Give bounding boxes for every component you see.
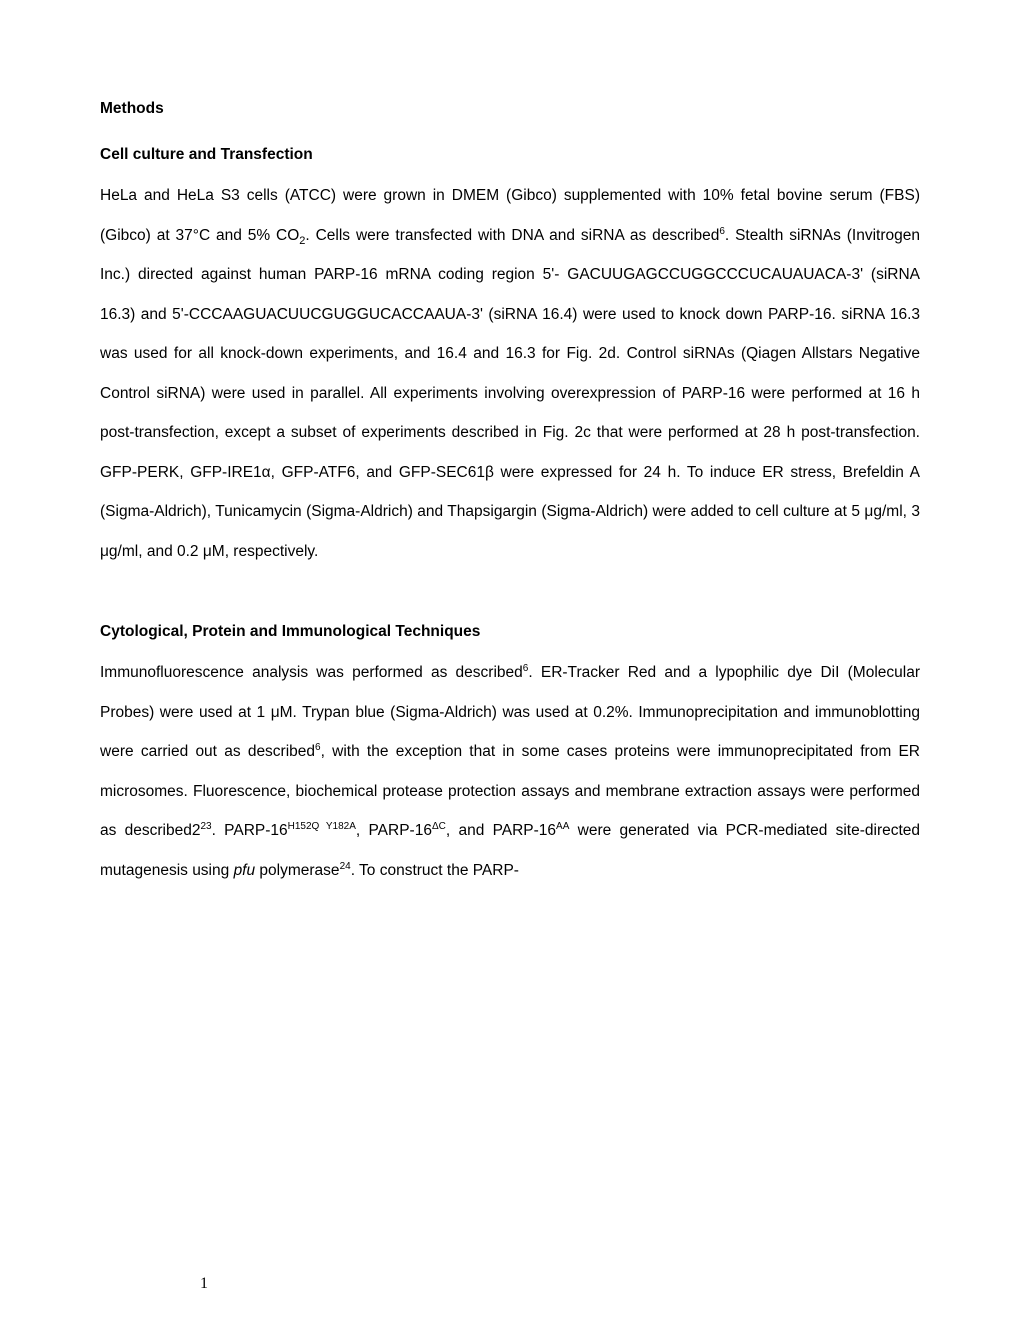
superscript-mutation: H152Q Y182A xyxy=(288,821,356,832)
superscript-mutation: AA xyxy=(556,821,569,832)
superscript-citation: 23 xyxy=(200,821,211,832)
page-container: Methods Cell culture and Transfection He… xyxy=(0,0,1020,962)
section2-body: Immunofluorescence analysis was performe… xyxy=(100,653,920,890)
text-segment: , and PARP-16 xyxy=(446,822,556,839)
section-gap xyxy=(100,603,920,623)
text-segment: Immunofluorescence analysis was performe… xyxy=(100,664,523,681)
section1-title: Cell culture and Transfection xyxy=(100,146,920,164)
text-segment: . Cells were transfected with DNA and si… xyxy=(305,227,719,244)
main-heading: Methods xyxy=(100,100,920,118)
page-number: 1 xyxy=(200,1275,208,1293)
section2-title: Cytological, Protein and Immunological T… xyxy=(100,623,920,641)
italic-text: pfu xyxy=(234,862,256,879)
text-segment: . To construct the PARP- xyxy=(351,862,519,879)
text-segment: . Stealth siRNAs (Invitrogen Inc.) direc… xyxy=(100,227,920,560)
superscript-mutation: ΔC xyxy=(432,821,446,832)
superscript-citation: 24 xyxy=(340,861,351,872)
text-segment: polymerase xyxy=(255,862,339,879)
text-segment: , PARP-16 xyxy=(356,822,432,839)
section1-body: HeLa and HeLa S3 cells (ATCC) were grown… xyxy=(100,176,920,571)
text-segment: . PARP-16 xyxy=(212,822,288,839)
